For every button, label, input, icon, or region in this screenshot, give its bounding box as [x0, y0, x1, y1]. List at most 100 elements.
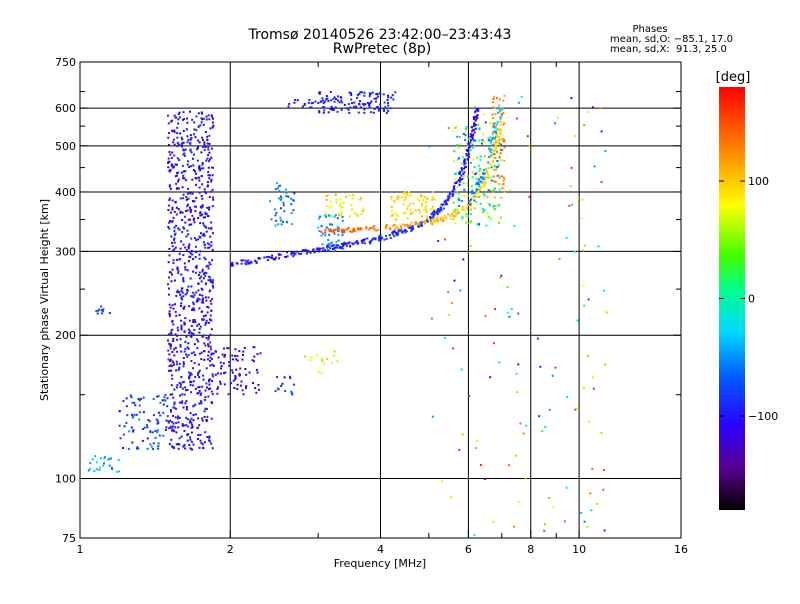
- data-point: [102, 464, 105, 467]
- data-point: [171, 165, 174, 168]
- data-point: [319, 91, 322, 94]
- data-point: [516, 391, 519, 394]
- data-point: [473, 166, 476, 169]
- data-point: [453, 188, 456, 191]
- data-point: [176, 136, 179, 139]
- data-point: [172, 166, 175, 169]
- data-point: [186, 269, 189, 272]
- data-point: [457, 211, 459, 214]
- data-point: [329, 223, 331, 226]
- data-point: [318, 217, 320, 220]
- data-point: [418, 208, 420, 211]
- data-point: [481, 182, 484, 185]
- data-point: [190, 334, 192, 337]
- data-point: [461, 178, 464, 180]
- data-point: [219, 382, 222, 385]
- data-point: [498, 139, 501, 142]
- data-point: [164, 428, 167, 431]
- data-point: [172, 138, 175, 141]
- data-point: [499, 138, 502, 141]
- data-point: [462, 155, 465, 158]
- data-point: [187, 138, 190, 141]
- data-point: [317, 226, 320, 229]
- data-point: [198, 386, 201, 388]
- data-point: [322, 102, 325, 105]
- data-point: [101, 310, 104, 313]
- data-point: [177, 178, 180, 181]
- data-point: [376, 92, 379, 95]
- data-point: [162, 434, 165, 437]
- data-point: [604, 149, 607, 152]
- data-point: [199, 214, 202, 217]
- data-point: [279, 219, 282, 222]
- data-point: [142, 411, 145, 413]
- data-point: [210, 147, 213, 150]
- data-point: [211, 447, 214, 450]
- data-point: [600, 432, 603, 435]
- data-point: [192, 332, 195, 335]
- data-point: [282, 204, 285, 207]
- data-point: [318, 111, 321, 114]
- data-point: [351, 242, 354, 245]
- data-point: [241, 358, 244, 361]
- data-point: [548, 408, 551, 411]
- data-point: [366, 237, 369, 240]
- data-point: [179, 338, 182, 341]
- data-point: [198, 293, 201, 296]
- data-point: [405, 223, 408, 226]
- data-point: [383, 238, 386, 241]
- data-point: [492, 175, 495, 178]
- data-point: [305, 252, 308, 255]
- data-point: [172, 216, 175, 219]
- data-point: [475, 201, 478, 203]
- data-point: [336, 228, 339, 231]
- data-point: [171, 429, 173, 432]
- data-point: [492, 149, 495, 152]
- data-point: [464, 139, 466, 142]
- data-point: [186, 135, 189, 138]
- data-point: [324, 234, 327, 237]
- data-point: [483, 209, 486, 212]
- data-point: [195, 129, 198, 132]
- data-point: [182, 445, 185, 448]
- data-point: [204, 225, 207, 228]
- data-point: [197, 125, 200, 128]
- data-point: [464, 127, 467, 130]
- data-point: [173, 401, 176, 404]
- data-point: [460, 167, 463, 170]
- data-point: [211, 380, 213, 383]
- data-point: [327, 228, 330, 231]
- data-point: [363, 239, 366, 242]
- data-point: [192, 217, 195, 220]
- data-point: [318, 91, 321, 94]
- data-point: [501, 149, 504, 152]
- data-point: [282, 220, 285, 223]
- data-point: [385, 112, 388, 115]
- data-point: [204, 407, 207, 410]
- data-point: [464, 134, 467, 137]
- data-point: [323, 106, 326, 109]
- data-point: [182, 363, 185, 366]
- data-point: [326, 357, 329, 360]
- data-point: [350, 94, 353, 97]
- data-point: [186, 205, 189, 208]
- data-point: [339, 204, 341, 207]
- data-point: [330, 242, 333, 245]
- data-point: [334, 193, 337, 196]
- data-point: [211, 402, 214, 404]
- data-point: [189, 447, 192, 450]
- phases-mean-o: mean, sd,O: −85.1, 17.0: [610, 34, 733, 45]
- data-point: [182, 254, 185, 257]
- data-point: [302, 249, 304, 252]
- data-point: [131, 413, 133, 416]
- data-point: [182, 130, 185, 132]
- data-point: [471, 136, 474, 139]
- data-point: [406, 217, 409, 220]
- data-point: [294, 99, 297, 101]
- data-point: [96, 312, 99, 315]
- data-point: [492, 117, 494, 120]
- data-point: [188, 243, 191, 246]
- data-point: [194, 343, 196, 346]
- data-point: [169, 153, 172, 156]
- data-point: [194, 136, 197, 139]
